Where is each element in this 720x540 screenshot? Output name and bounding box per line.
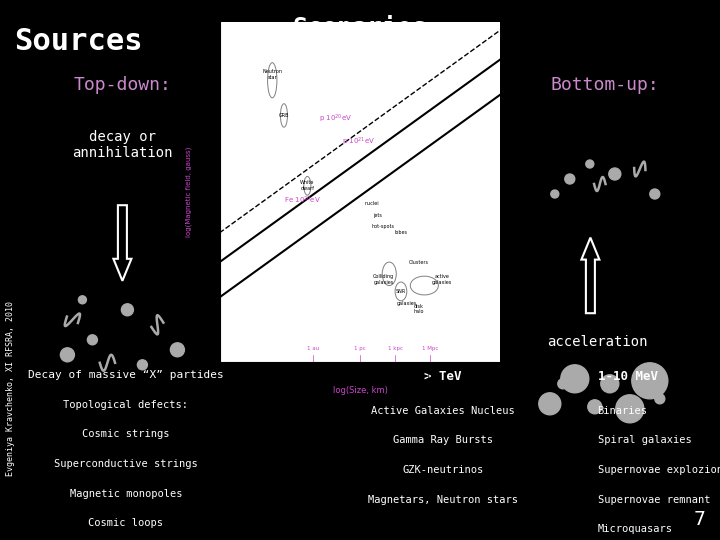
Text: Spiral galaxies: Spiral galaxies	[598, 435, 691, 445]
Text: 1 kpc: 1 kpc	[387, 346, 402, 351]
Text: Magnetars, Neutron stars: Magnetars, Neutron stars	[368, 495, 518, 505]
Text: active
galaxies: active galaxies	[432, 274, 452, 285]
Text: Topological defects:: Topological defects:	[63, 400, 189, 410]
Circle shape	[616, 395, 644, 423]
Text: > TeV: > TeV	[424, 370, 462, 383]
Circle shape	[87, 335, 97, 345]
Text: lobes: lobes	[395, 230, 408, 235]
Text: 7: 7	[694, 510, 706, 529]
Text: 1 au: 1 au	[307, 346, 320, 351]
Text: galaxies: galaxies	[397, 301, 417, 306]
Text: Supernovae explozion: Supernovae explozion	[598, 465, 720, 475]
Text: nuclei: nuclei	[364, 201, 379, 206]
Text: Scenarios: Scenarios	[292, 16, 428, 40]
Text: 1 Mpc: 1 Mpc	[422, 346, 438, 351]
Text: Magnetic monopoles: Magnetic monopoles	[70, 489, 182, 499]
Text: Top-down:: Top-down:	[73, 76, 171, 93]
Text: p $10^{20}$eV: p $10^{20}$eV	[319, 112, 352, 125]
X-axis label: log(Size, km): log(Size, km)	[333, 386, 387, 395]
Circle shape	[654, 394, 665, 404]
Text: Cosmic loops: Cosmic loops	[89, 518, 163, 529]
Text: Cosmic strings: Cosmic strings	[82, 429, 170, 440]
Text: Supernovae remnant: Supernovae remnant	[598, 495, 710, 505]
Text: SNR: SNR	[396, 289, 406, 294]
Text: Gamma Ray Bursts: Gamma Ray Bursts	[393, 435, 492, 445]
Circle shape	[78, 296, 86, 304]
Y-axis label: log(Magnetic field, gauss): log(Magnetic field, gauss)	[186, 146, 192, 237]
Circle shape	[60, 348, 74, 362]
Text: acceleration: acceleration	[547, 335, 648, 349]
Circle shape	[609, 168, 621, 180]
Text: GZK-neutrinos: GZK-neutrinos	[402, 465, 483, 475]
Circle shape	[649, 189, 660, 199]
Text: Microquasars: Microquasars	[598, 524, 672, 535]
Text: decay or
annihilation: decay or annihilation	[72, 130, 173, 160]
Text: disk
halo: disk halo	[413, 303, 424, 314]
Text: Fe $10^{20}$eV: Fe $10^{20}$eV	[284, 194, 321, 206]
Circle shape	[558, 379, 568, 389]
Circle shape	[561, 365, 589, 393]
Text: 1-10 MeV: 1-10 MeV	[598, 370, 657, 383]
Text: White
dwarf: White dwarf	[300, 180, 315, 191]
Text: Sources: Sources	[14, 27, 143, 56]
Text: 1 pc: 1 pc	[354, 346, 366, 351]
Text: Bottom-up:: Bottom-up:	[550, 76, 660, 93]
Text: Evgeniya Kravchenko, XI RFSRA, 2010: Evgeniya Kravchenko, XI RFSRA, 2010	[6, 301, 15, 476]
Circle shape	[588, 400, 602, 414]
Text: Superconductive strings: Superconductive strings	[54, 459, 198, 469]
Circle shape	[564, 174, 575, 184]
Circle shape	[122, 304, 133, 316]
Circle shape	[539, 393, 561, 415]
Text: Colliding
galaxies: Colliding galaxies	[373, 274, 394, 285]
Text: Clusters: Clusters	[408, 260, 428, 265]
Text: hot-spots: hot-spots	[372, 225, 395, 230]
Circle shape	[171, 343, 184, 357]
Text: Decay of massive “X” partides: Decay of massive “X” partides	[28, 370, 224, 380]
Text: jets: jets	[373, 213, 382, 218]
Circle shape	[138, 360, 148, 370]
Text: Binaries: Binaries	[598, 406, 647, 416]
Text: Active Galaxies Nucleus: Active Galaxies Nucleus	[371, 406, 515, 416]
Circle shape	[586, 160, 594, 168]
Circle shape	[551, 190, 559, 198]
Circle shape	[632, 363, 668, 399]
Text: GRB: GRB	[279, 113, 289, 118]
Circle shape	[600, 375, 618, 393]
Text: Neutron
star: Neutron star	[262, 69, 282, 80]
Text: p $10^{21}$eV: p $10^{21}$eV	[343, 136, 376, 149]
